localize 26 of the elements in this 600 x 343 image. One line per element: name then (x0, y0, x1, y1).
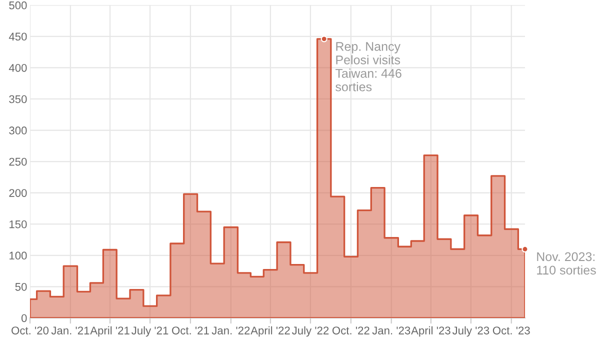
y-tick-label: 200 (9, 189, 27, 197)
annotation: Rep. Nancy Pelosi visits Taiwan: 446 sorties (335, 42, 402, 92)
x-tick-label: July '23 (452, 326, 490, 337)
y-tick-label: 250 (9, 158, 27, 166)
x-tick-label: Jan. '21 (51, 326, 90, 334)
y-tick-label: 300 (9, 126, 27, 134)
x-tick-label: April '23 (411, 326, 450, 337)
y-tick-label: 350 (9, 95, 27, 104)
y-tick-label: 100 (10, 252, 27, 260)
x-tick-label: Oct. '23 (492, 326, 530, 334)
y-tick-label: 0 (21, 314, 27, 322)
x-tick-label: April '21 (90, 326, 130, 337)
y-tick-label: 500 (9, 1, 27, 10)
x-tick-label: Oct. '22 (332, 326, 370, 334)
x-tick-label: April '22 (250, 326, 290, 337)
annotation: Nov. 2023: 110 sorties (537, 252, 596, 275)
y-tick-label: 150 (10, 220, 27, 228)
x-tick-label: July '22 (292, 326, 329, 337)
x-tick-label: Jan. '22 (212, 326, 250, 334)
x-tick-label: July '21 (132, 326, 168, 337)
x-tick-label: Jan. '23 (372, 326, 410, 334)
y-tick-label: 50 (15, 282, 27, 291)
x-tick-label: Oct. '20 (12, 326, 49, 334)
x-tick-label: Oct. '21 (172, 326, 209, 334)
y-tick-label: 450 (8, 32, 27, 41)
y-tick-label: 400 (8, 64, 27, 72)
